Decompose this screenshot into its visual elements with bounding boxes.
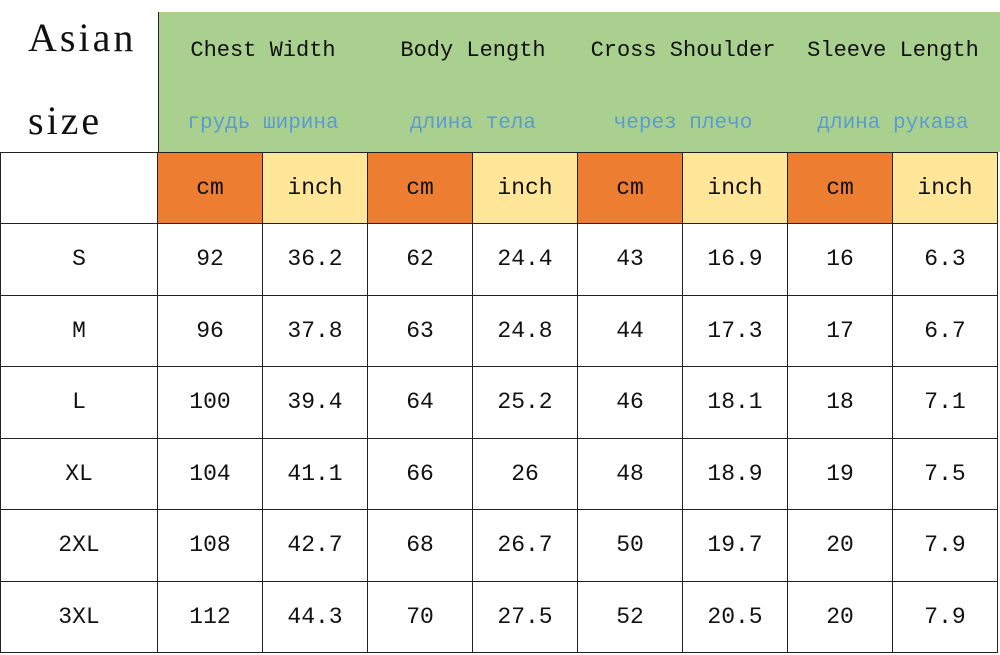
value-cell: 64 — [368, 367, 473, 439]
value-cell: 68 — [368, 510, 473, 582]
value-cell: 104 — [158, 438, 263, 510]
value-cell: 6.7 — [893, 295, 998, 367]
value-cell: 7.9 — [893, 510, 998, 582]
header-en: Body Length — [400, 37, 546, 63]
value-cell: 18 — [788, 367, 893, 439]
value-cell: 50 — [578, 510, 683, 582]
value-cell: 36.2 — [263, 224, 368, 296]
value-cell: 92 — [158, 224, 263, 296]
value-cell: 46 — [578, 367, 683, 439]
size-cell: XL — [0, 438, 158, 510]
value-cell: 112 — [158, 581, 263, 653]
value-cell: 7.5 — [893, 438, 998, 510]
value-cell: 24.8 — [473, 295, 578, 367]
unit-cell: cm — [578, 152, 683, 224]
header-band — [158, 12, 1000, 152]
header-en: Cross Shoulder — [590, 37, 776, 63]
value-cell: 63 — [368, 295, 473, 367]
value-cell: 62 — [368, 224, 473, 296]
value-cell: 6.3 — [893, 224, 998, 296]
size-cell: 3XL — [0, 581, 158, 653]
value-cell: 52 — [578, 581, 683, 653]
value-cell: 18.1 — [683, 367, 788, 439]
value-cell: 100 — [158, 367, 263, 439]
blank-cell — [0, 152, 158, 224]
value-cell: 19 — [788, 438, 893, 510]
value-cell: 66 — [368, 438, 473, 510]
unit-cell: cm — [368, 152, 473, 224]
value-cell: 26.7 — [473, 510, 578, 582]
size-cell: M — [0, 295, 158, 367]
header-ru: длина тела — [409, 111, 537, 135]
unit-cell: inch — [893, 152, 998, 224]
value-cell: 43 — [578, 224, 683, 296]
header-ru: через плечо — [613, 111, 753, 135]
unit-cell: inch — [263, 152, 368, 224]
size-cell: S — [0, 224, 158, 296]
value-cell: 48 — [578, 438, 683, 510]
value-cell: 20.5 — [683, 581, 788, 653]
value-cell: 19.7 — [683, 510, 788, 582]
size-cell: 2XL — [0, 510, 158, 582]
unit-cell: inch — [683, 152, 788, 224]
value-cell: 7.1 — [893, 367, 998, 439]
value-cell: 37.8 — [263, 295, 368, 367]
value-cell: 7.9 — [893, 581, 998, 653]
header-ru: грудь ширина — [187, 111, 339, 135]
header-en: Chest Width — [190, 37, 336, 63]
value-cell: 44.3 — [263, 581, 368, 653]
value-cell: 70 — [368, 581, 473, 653]
size-cell: L — [0, 367, 158, 439]
value-cell: 16.9 — [683, 224, 788, 296]
header-ru: длина рукава — [817, 111, 969, 135]
value-cell: 18.9 — [683, 438, 788, 510]
value-cell: 17 — [788, 295, 893, 367]
value-cell: 42.7 — [263, 510, 368, 582]
header-en: Sleeve Length — [807, 37, 979, 63]
value-cell: 20 — [788, 581, 893, 653]
unit-cell: cm — [788, 152, 893, 224]
value-cell: 16 — [788, 224, 893, 296]
corner-label: Asian — [28, 15, 137, 60]
value-cell: 25.2 — [473, 367, 578, 439]
value-cell: 41.1 — [263, 438, 368, 510]
value-cell: 17.3 — [683, 295, 788, 367]
value-cell: 26 — [473, 438, 578, 510]
value-cell: 96 — [158, 295, 263, 367]
value-cell: 108 — [158, 510, 263, 582]
value-cell: 39.4 — [263, 367, 368, 439]
unit-cell: inch — [473, 152, 578, 224]
value-cell: 27.5 — [473, 581, 578, 653]
corner-label: size — [28, 98, 103, 143]
value-cell: 44 — [578, 295, 683, 367]
value-cell: 24.4 — [473, 224, 578, 296]
value-cell: 20 — [788, 510, 893, 582]
unit-cell: cm — [158, 152, 263, 224]
